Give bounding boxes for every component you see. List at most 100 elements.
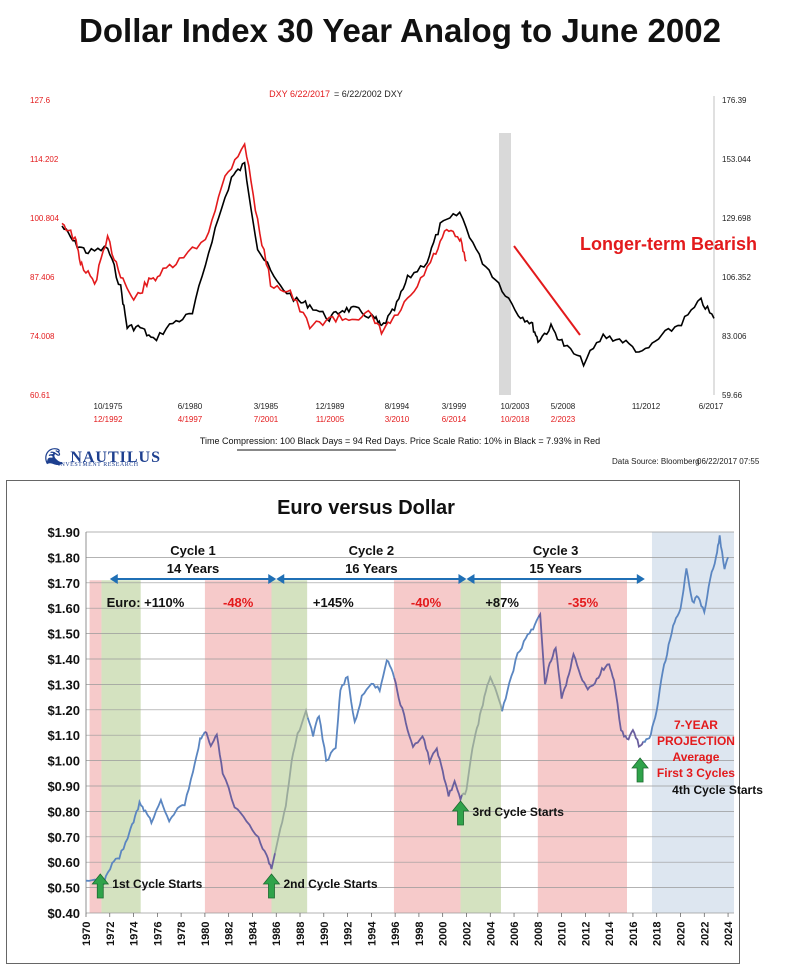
euro-line-segment: [393, 677, 463, 803]
band-green: [271, 580, 308, 913]
projection-line: 7-YEAR: [674, 718, 718, 732]
band-pink: [89, 580, 102, 913]
y-tick: $1.10: [47, 728, 80, 743]
euro-line-segment: [461, 674, 503, 796]
x-tick: 2004: [485, 921, 497, 946]
euro-dollar-chart: Euro versus Dollar $1.90 $1.80 $1.70 $1.60 $1…: [47, 497, 763, 946]
x-tick-black: 3/1999: [442, 402, 467, 411]
cycle-arrowhead-left: [276, 574, 285, 584]
cycle-years: 16 Years: [345, 561, 398, 576]
cycle-start-arrow-icon: [631, 757, 649, 783]
cycle-label: Cycle 3: [533, 543, 579, 558]
cycle-start-label: 4th Cycle Starts: [672, 783, 763, 797]
x-tick-black: 5/2008: [551, 402, 576, 411]
x-tick-red: 3/2010: [385, 415, 410, 424]
cycle-label: Cycle 1: [170, 543, 216, 558]
x-tick: 1996: [390, 922, 402, 946]
x-tick: 2000: [438, 922, 450, 946]
pct-label: +87%: [485, 595, 519, 610]
logo-swirl-icon: 🌊︎: [44, 449, 66, 466]
x-tick-red: 10/2018: [501, 415, 530, 424]
x-tick: 1994: [366, 921, 378, 946]
y-tick: $1.90: [47, 525, 80, 540]
y-left-tick: 60.61: [30, 391, 51, 400]
y-right-tick: 176.39: [722, 96, 747, 105]
legend-red-label: DXY 6/22/2017: [269, 89, 330, 99]
pct-label: +145%: [313, 595, 354, 610]
cycle-start-label: 3rd Cycle Starts: [473, 805, 565, 819]
x-tick: 2002: [461, 922, 473, 946]
y-left-tick: 127.6: [30, 96, 51, 105]
x-tick-black: 10/2003: [501, 402, 530, 411]
cycle-years: 14 Years: [167, 561, 220, 576]
y-tick: $0.50: [47, 881, 80, 896]
x-tick: 2016: [628, 922, 640, 946]
x-tick-red: 2/2023: [551, 415, 576, 424]
y-right-tick: 153.044: [722, 155, 751, 164]
x-tick-black: 6/1980: [178, 402, 203, 411]
page-title: Dollar Index 30 Year Analog to June 2002: [79, 12, 721, 49]
x-tick-red: 4/1997: [178, 415, 203, 424]
band-blue: [651, 580, 734, 913]
band-blue-top: [651, 532, 734, 581]
x-tick: 1970: [81, 922, 93, 946]
cycle-years: 15 Years: [529, 561, 582, 576]
euro-line-segment: [643, 535, 729, 743]
band-pink: [537, 580, 627, 913]
cycle-start-arrow-icon: [451, 800, 470, 826]
cycle-arrowhead-right: [458, 574, 467, 584]
series-red-line: [61, 141, 467, 336]
band-pink: [393, 580, 461, 913]
nautilus-logo: 🌊︎ NAUTILUS: [44, 447, 161, 467]
y-left-tick: 87.406: [30, 273, 55, 282]
x-tick: 1984: [247, 921, 259, 946]
logo-name: NAUTILUS: [70, 449, 161, 466]
cycle-arrowhead-left: [109, 574, 118, 584]
y-tick: $1.40: [47, 652, 80, 667]
projection-line: First 3 Cycles: [657, 766, 735, 780]
x-tick: 1986: [271, 922, 283, 946]
cycle-arrowhead-left: [466, 574, 475, 584]
x-tick: 2018: [652, 922, 664, 946]
y-right-tick: 59.66: [722, 391, 743, 400]
x-tick: 2014: [604, 921, 616, 946]
y-tick: $1.80: [47, 550, 80, 565]
y-tick: $1.60: [47, 601, 80, 616]
y-tick: $0.70: [47, 830, 80, 845]
data-date: 06/22/2017 07:55: [697, 457, 760, 466]
y-tick: $1.70: [47, 576, 80, 591]
x-tick: 2010: [557, 922, 569, 946]
band-green: [101, 580, 141, 913]
x-tick: 2008: [533, 922, 545, 946]
euro-line-segment: [85, 731, 206, 885]
chart-title: Euro versus Dollar: [277, 497, 455, 519]
annotation-bearish: Longer-term Bearish: [580, 234, 757, 254]
x-tick: 1982: [224, 922, 236, 946]
shaded-region: [499, 133, 511, 395]
euro-line-segment: [501, 616, 540, 712]
cycle-start-arrow-icon: [262, 873, 281, 899]
series-black-line: [61, 161, 715, 368]
x-tick-black: 12/1989: [316, 402, 345, 411]
compression-caption: Time Compression: 100 Black Days = 94 Re…: [200, 436, 600, 446]
euro-line-segment: [274, 707, 309, 854]
projection-line: Average: [672, 750, 719, 764]
x-tick: 1976: [152, 922, 164, 946]
x-tick: 2012: [580, 922, 592, 946]
cycle-start-label: 2nd Cycle Starts: [283, 877, 377, 891]
y-left-tick: 114.202: [30, 155, 59, 164]
y-left-tick: 74.008: [30, 332, 55, 341]
x-tick-red: 6/2014: [442, 415, 467, 424]
x-tick-red: 7/2001: [254, 415, 279, 424]
x-tick-black: 3/1985: [254, 402, 279, 411]
euro-line-segment: [204, 731, 276, 870]
y-tick: $1.00: [47, 754, 80, 769]
y-tick: $1.30: [47, 677, 80, 692]
x-tick-black: 6/2017: [699, 402, 724, 411]
y-right-tick: 83.006: [722, 332, 747, 341]
x-tick-red: 11/2005: [316, 415, 345, 424]
x-tick: 2022: [699, 922, 711, 946]
band-pink: [204, 580, 272, 913]
euro-line-segment: [306, 659, 396, 763]
x-tick: 1980: [200, 922, 212, 946]
